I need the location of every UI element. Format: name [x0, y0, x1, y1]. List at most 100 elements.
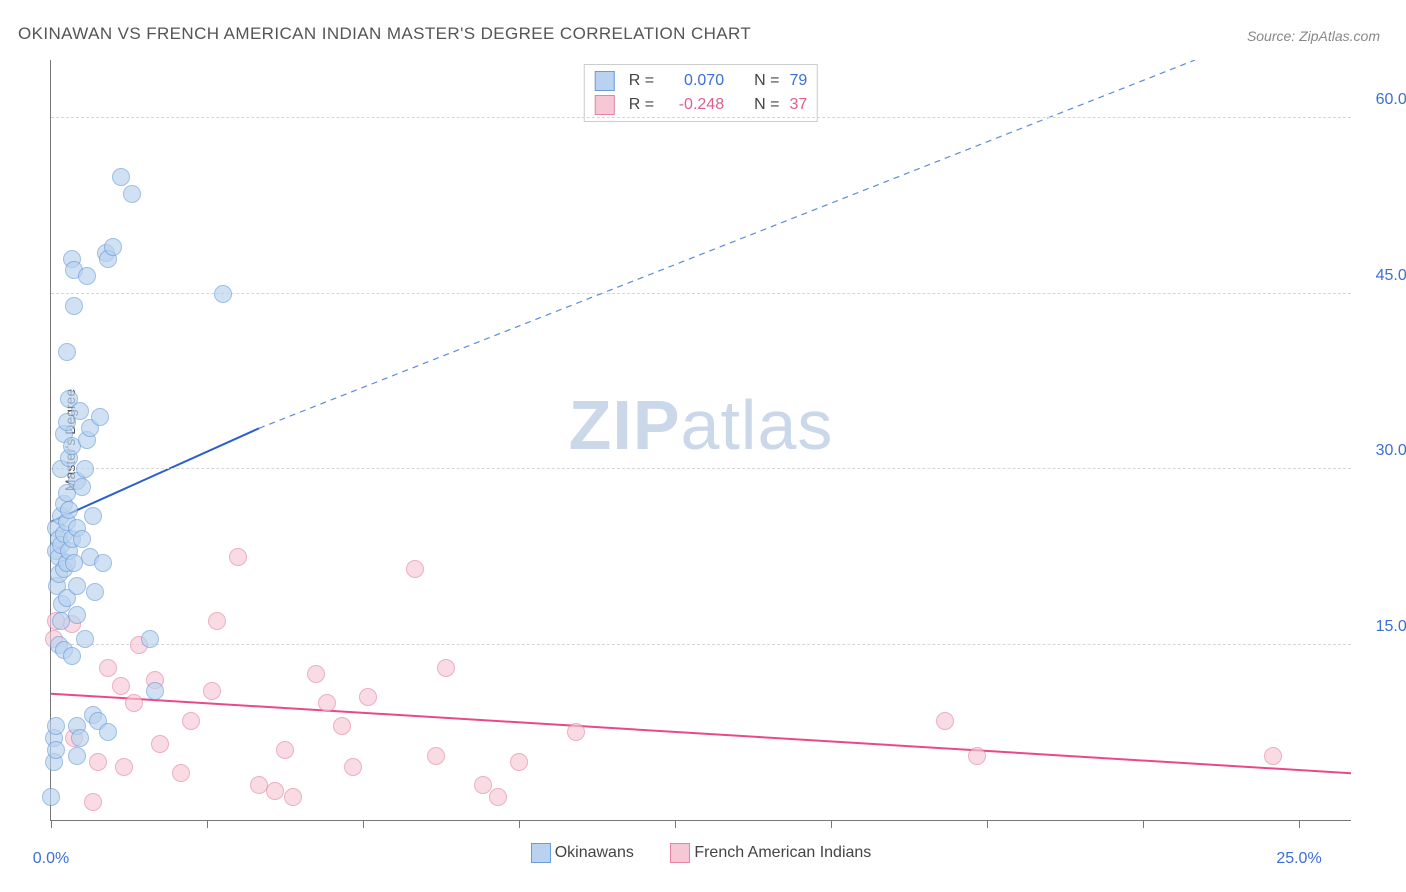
swatch-french-b: [670, 843, 690, 863]
correlation-legend: R = 0.070 N = 79 R = -0.248 N = 37: [584, 64, 818, 122]
gridline-h: [51, 644, 1351, 645]
swatch-okinawans: [595, 71, 615, 91]
x-tick: [207, 820, 208, 828]
legend-row-french: R = -0.248 N = 37: [595, 93, 807, 117]
french-point: [567, 723, 585, 741]
gridline-h: [51, 117, 1351, 118]
french-point: [1264, 747, 1282, 765]
x-tick: [519, 820, 520, 828]
n-value-1: 79: [789, 72, 807, 90]
legend-item-okinawans: Okinawans: [531, 843, 634, 863]
french-point: [437, 659, 455, 677]
french-point: [203, 682, 221, 700]
n-label-1: N =: [754, 72, 779, 90]
okinawan-point: [76, 460, 94, 478]
trendlines-svg: [51, 60, 1351, 820]
french-point: [406, 560, 424, 578]
n-value-2: 37: [789, 96, 807, 114]
french-point: [359, 688, 377, 706]
okinawan-point: [58, 343, 76, 361]
french-point: [344, 758, 362, 776]
okinawan-point: [91, 408, 109, 426]
french-point: [968, 747, 986, 765]
y-tick-label: 60.0%: [1376, 91, 1406, 109]
swatch-okinawans-b: [531, 843, 551, 863]
okinawan-point: [112, 168, 130, 186]
legend-row-okinawans: R = 0.070 N = 79: [595, 69, 807, 93]
okinawan-point: [47, 717, 65, 735]
okinawan-point: [104, 238, 122, 256]
okinawan-point: [214, 285, 232, 303]
okinawan-point: [71, 402, 89, 420]
swatch-french: [595, 95, 615, 115]
french-point: [284, 788, 302, 806]
watermark: ZIPatlas: [569, 385, 834, 465]
y-tick-label: 45.0%: [1376, 267, 1406, 285]
french-point: [112, 677, 130, 695]
okinawan-point: [99, 723, 117, 741]
legend-item-french: French American Indians: [670, 843, 871, 863]
r-label-1: R =: [629, 72, 654, 90]
french-point: [489, 788, 507, 806]
french-point: [99, 659, 117, 677]
french-point: [318, 694, 336, 712]
okinawan-point: [68, 577, 86, 595]
french-point: [276, 741, 294, 759]
french-point: [172, 764, 190, 782]
y-tick-label: 30.0%: [1376, 442, 1406, 460]
french-point: [182, 712, 200, 730]
french-point: [333, 717, 351, 735]
chart-title: OKINAWAN VS FRENCH AMERICAN INDIAN MASTE…: [18, 24, 751, 44]
okinawan-point: [141, 630, 159, 648]
french-point: [936, 712, 954, 730]
gridline-h: [51, 468, 1351, 469]
watermark-zip: ZIP: [569, 386, 681, 464]
okinawan-point: [68, 747, 86, 765]
french-point: [474, 776, 492, 794]
french-point: [84, 793, 102, 811]
french-point: [208, 612, 226, 630]
okinawan-point: [94, 554, 112, 572]
trendline: [51, 694, 1351, 774]
french-point: [510, 753, 528, 771]
okinawan-point: [78, 267, 96, 285]
x-tick: [831, 820, 832, 828]
x-tick: [51, 820, 52, 828]
okinawan-point: [84, 507, 102, 525]
french-point: [307, 665, 325, 683]
french-point: [427, 747, 445, 765]
okinawan-point: [60, 501, 78, 519]
x-tick: [1143, 820, 1144, 828]
okinawan-point: [42, 788, 60, 806]
okinawan-point: [65, 297, 83, 315]
source-attribution: Source: ZipAtlas.com: [1247, 28, 1380, 44]
french-point: [115, 758, 133, 776]
series-label-okinawans: Okinawans: [555, 844, 634, 862]
watermark-atlas: atlas: [681, 386, 834, 464]
x-tick-label: 25.0%: [1276, 850, 1321, 868]
x-tick: [1299, 820, 1300, 828]
source-prefix: Source:: [1247, 28, 1299, 44]
okinawan-point: [76, 630, 94, 648]
series-legend: Okinawans French American Indians: [51, 843, 1351, 868]
x-tick: [363, 820, 364, 828]
series-label-french: French American Indians: [694, 844, 871, 862]
okinawan-point: [68, 606, 86, 624]
n-label-2: N =: [754, 96, 779, 114]
okinawan-point: [73, 530, 91, 548]
okinawan-point: [47, 741, 65, 759]
y-tick-label: 15.0%: [1376, 618, 1406, 636]
r-label-2: R =: [629, 96, 654, 114]
french-point: [89, 753, 107, 771]
french-point: [125, 694, 143, 712]
scatter-plot: Master's Degree ZIPatlas R = 0.070 N = 7…: [50, 60, 1351, 821]
french-point: [229, 548, 247, 566]
r-value-2: -0.248: [664, 96, 724, 114]
french-point: [266, 782, 284, 800]
french-point: [151, 735, 169, 753]
okinawan-point: [71, 729, 89, 747]
x-tick: [675, 820, 676, 828]
okinawan-point: [73, 478, 91, 496]
source-name: ZipAtlas.com: [1299, 28, 1380, 44]
r-value-1: 0.070: [664, 72, 724, 90]
